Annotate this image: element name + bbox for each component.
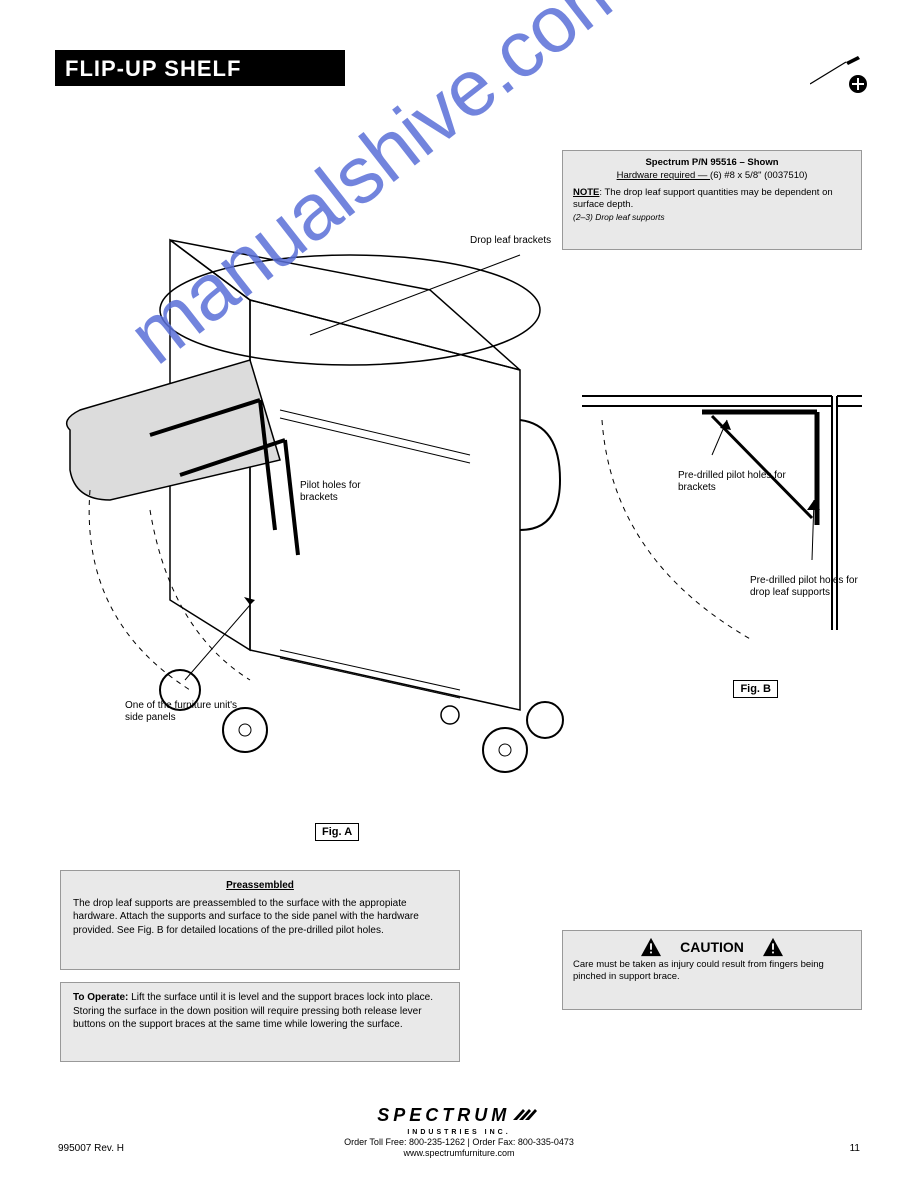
note-label: NOTE <box>573 187 599 198</box>
operate-title: To Operate: <box>73 992 128 1003</box>
revision-number: 995007 Rev. H <box>58 1143 124 1154</box>
logo-swoosh-icon <box>513 1107 541 1121</box>
caution-box: CAUTION Care must be taken as injury cou… <box>562 930 862 1010</box>
qty-text: (2–3) Drop leaf supports <box>573 212 851 223</box>
brand-subtitle: INDUSTRIES INC. <box>0 1128 918 1137</box>
note-text: : The drop leaf support quantities may b… <box>573 187 833 211</box>
page-number: 11 <box>850 1143 860 1154</box>
operate-box: To Operate: Lift the surface until it is… <box>60 982 460 1062</box>
caution-text: Care must be taken as injury could resul… <box>573 959 851 984</box>
detail-diagram <box>552 300 862 690</box>
footer-web: www.spectrumfurniture.com <box>0 1148 918 1160</box>
warning-icon <box>762 937 784 957</box>
figure-label-a: Fig. A <box>315 823 359 841</box>
callout-side-panel: One of the furniture unit's side panels <box>125 700 255 724</box>
callout-leaf-brackets: Drop leaf brackets <box>470 235 551 247</box>
hardware-item: (6) #8 x 5/8" (0037510) <box>710 170 807 181</box>
section-title: FLIP-UP SHELF <box>55 50 345 86</box>
figure-label-b: Fig. B <box>733 680 778 698</box>
footer-phone: Order Toll Free: 800-235-1262 | Order Fa… <box>0 1137 918 1149</box>
preassembled-text: The drop leaf supports are preassembled … <box>73 897 447 938</box>
screwdriver-icon <box>810 56 870 97</box>
hardware-label: Hardware required — <box>617 170 710 181</box>
warning-icon <box>640 937 662 957</box>
callout-pilot-holes: Pilot holes for brackets <box>300 480 400 504</box>
caution-label: CAUTION <box>680 938 744 956</box>
brand-logo: SPECTRUM <box>377 1105 510 1125</box>
preassembled-box: Preassembled The drop leaf supports are … <box>60 870 460 970</box>
footer: SPECTRUM INDUSTRIES INC. Order Toll Free… <box>0 1104 918 1160</box>
callout-predrilled-bracket: Pre-drilled pilot holes for brackets <box>678 470 788 494</box>
preassembled-title: Preassembled <box>73 879 447 893</box>
callout-predrilled-support: Pre-drilled pilot holes for drop leaf su… <box>750 575 860 599</box>
part-number: Spectrum P/N 95516 – Shown <box>573 157 851 170</box>
hardware-info-box: Spectrum P/N 95516 – Shown Hardware requ… <box>562 150 862 250</box>
